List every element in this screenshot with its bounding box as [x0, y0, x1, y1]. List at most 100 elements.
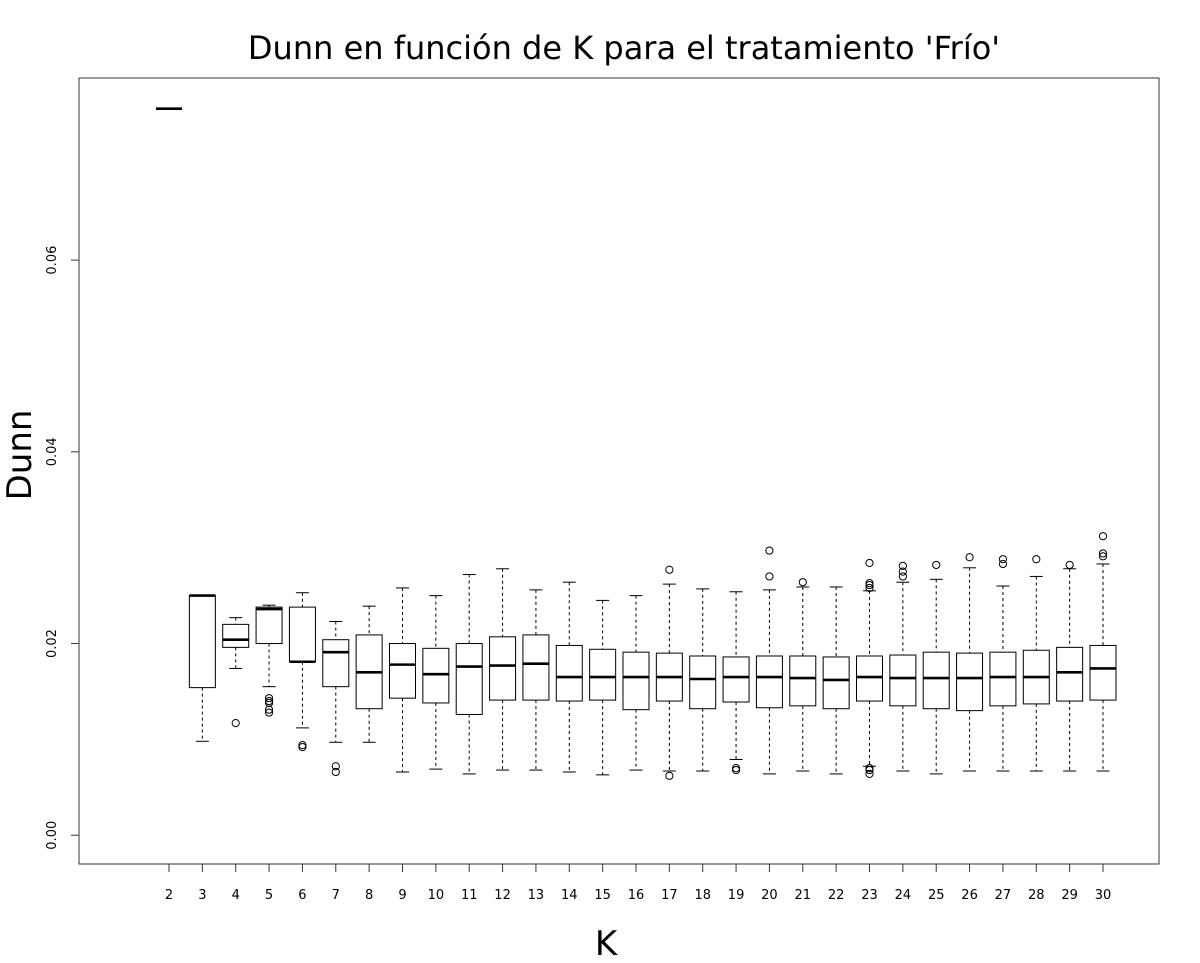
x-tick-label: 24 [895, 888, 912, 903]
outlier-point [898, 567, 907, 576]
box-k-5 [255, 604, 283, 717]
box-k-12 [489, 568, 517, 771]
plot-area-frame [78, 77, 1160, 865]
box-iqr [856, 655, 883, 702]
outlier-point [898, 561, 907, 570]
outlier-point [1065, 560, 1074, 570]
box-iqr [222, 623, 250, 648]
outlier-point [1098, 532, 1108, 541]
box-k-29 [1056, 560, 1084, 772]
outlier-point [965, 553, 974, 562]
x-tick-label: 4 [232, 888, 240, 903]
x-tick-label: 8 [365, 888, 373, 903]
x-tick-label: 3 [198, 888, 206, 903]
box-k-4 [222, 617, 250, 728]
outlier-point [1098, 549, 1108, 558]
x-tick-label: 10 [428, 888, 445, 903]
box-iqr [255, 606, 283, 645]
x-tick-label: 28 [1028, 888, 1045, 903]
box-k-6 [288, 592, 316, 752]
outlier-point [731, 765, 741, 775]
box-k-3 [188, 594, 216, 742]
box-k-16 [622, 595, 650, 771]
box-iqr [889, 654, 917, 707]
box-k-20 [755, 546, 783, 775]
x-tick-label: 12 [494, 888, 511, 903]
outlier-point [865, 769, 874, 778]
outlier-point [765, 572, 774, 581]
x-tick-label: 9 [398, 888, 406, 903]
box-iqr [1056, 646, 1084, 702]
outlier-point [231, 718, 240, 728]
x-tick-label: 18 [694, 888, 711, 903]
outlier-point [865, 580, 874, 590]
box-k-25 [922, 560, 950, 775]
box-k-11 [455, 574, 483, 775]
box-iqr [288, 606, 316, 663]
box-iqr [589, 648, 617, 701]
box-iqr [622, 651, 650, 711]
outlier-point [898, 572, 907, 581]
y-tick-label: 0.04 [45, 437, 60, 466]
box-series [156, 107, 1117, 780]
box-k-21 [789, 578, 817, 772]
box-k-19 [722, 591, 750, 775]
box-iqr [822, 656, 850, 710]
x-tick-label: 7 [332, 888, 340, 903]
x-tick-label: 29 [1061, 888, 1078, 903]
box-iqr [989, 651, 1017, 707]
x-tick-label: 27 [995, 888, 1012, 903]
outlier-point [331, 762, 340, 771]
y-axis-label: Dunn [0, 410, 40, 501]
x-tick-label: 22 [828, 888, 845, 903]
x-tick-label: 23 [861, 888, 878, 903]
y-tick-label: 0.02 [45, 629, 60, 658]
x-tick-label: 5 [265, 888, 273, 903]
box-iqr [956, 652, 984, 712]
y-tick-label: 0.00 [45, 821, 60, 850]
outlier-point [932, 560, 941, 570]
x-tick-label: 11 [461, 888, 478, 903]
outlier-point [798, 578, 807, 587]
box-k-13 [522, 589, 550, 771]
x-tick-label: 20 [761, 888, 778, 903]
box-iqr [922, 651, 950, 710]
box-iqr [722, 656, 750, 703]
outlier-point [865, 765, 874, 775]
outlier-point [264, 708, 274, 717]
x-tick-label: 21 [795, 888, 812, 903]
x-tick-label: 30 [1095, 888, 1112, 903]
box-k-9 [389, 587, 416, 773]
box-k-10 [422, 595, 450, 770]
box-iqr [489, 636, 517, 701]
outlier-point [765, 546, 774, 555]
box-iqr [455, 643, 483, 715]
outlier-point [865, 583, 874, 593]
outlier-point [264, 694, 274, 703]
box-iqr [188, 595, 216, 689]
x-axis-label: K [595, 924, 619, 963]
outlier-point [1098, 552, 1108, 561]
box-k-18 [689, 588, 717, 772]
box-k-23 [856, 558, 883, 778]
outlier-point [264, 705, 274, 714]
outlier-point [331, 767, 340, 777]
y-axis: 0.00 0.02 0.04 0.06 [45, 246, 80, 850]
x-tick-label: 15 [594, 888, 611, 903]
y-tick-label: 0.06 [45, 246, 60, 275]
outlier-point [998, 555, 1008, 564]
box-k-28 [1022, 555, 1050, 772]
x-tick-label: 16 [628, 888, 645, 903]
box-k-27 [989, 555, 1017, 772]
box-iqr [389, 643, 416, 699]
x-tick-label: 6 [298, 888, 306, 903]
x-tick-label: 2 [165, 888, 173, 903]
outlier-point [1032, 555, 1041, 564]
box-iqr [1089, 644, 1117, 701]
box-iqr [689, 655, 717, 710]
x-tick-label: 14 [561, 888, 578, 903]
outlier-point [998, 559, 1008, 569]
box-iqr [789, 655, 817, 707]
outlier-point [298, 742, 307, 752]
